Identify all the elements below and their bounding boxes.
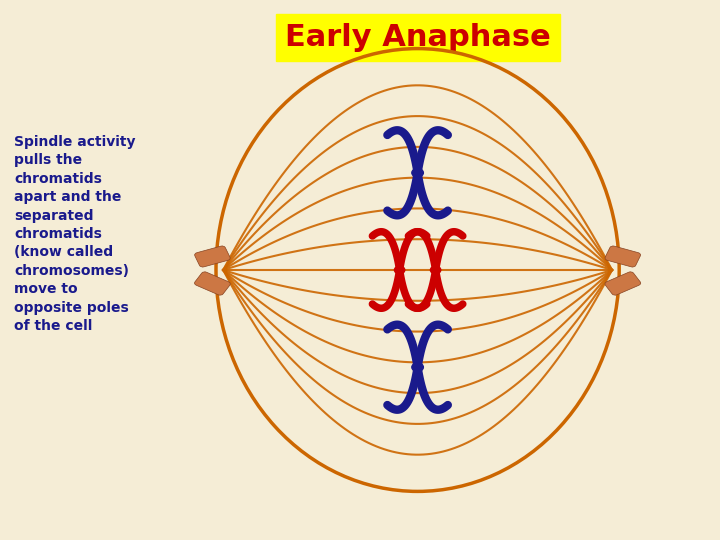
FancyBboxPatch shape — [194, 246, 230, 267]
FancyBboxPatch shape — [605, 272, 641, 295]
Circle shape — [412, 363, 423, 372]
Text: Early Anaphase: Early Anaphase — [284, 23, 551, 52]
Circle shape — [395, 266, 405, 274]
Text: Spindle activity
pulls the
chromatids
apart and the
separated
chromatids
(know c: Spindle activity pulls the chromatids ap… — [14, 135, 136, 333]
FancyBboxPatch shape — [194, 272, 230, 295]
FancyBboxPatch shape — [605, 246, 641, 267]
Circle shape — [431, 266, 441, 274]
Circle shape — [412, 168, 423, 177]
